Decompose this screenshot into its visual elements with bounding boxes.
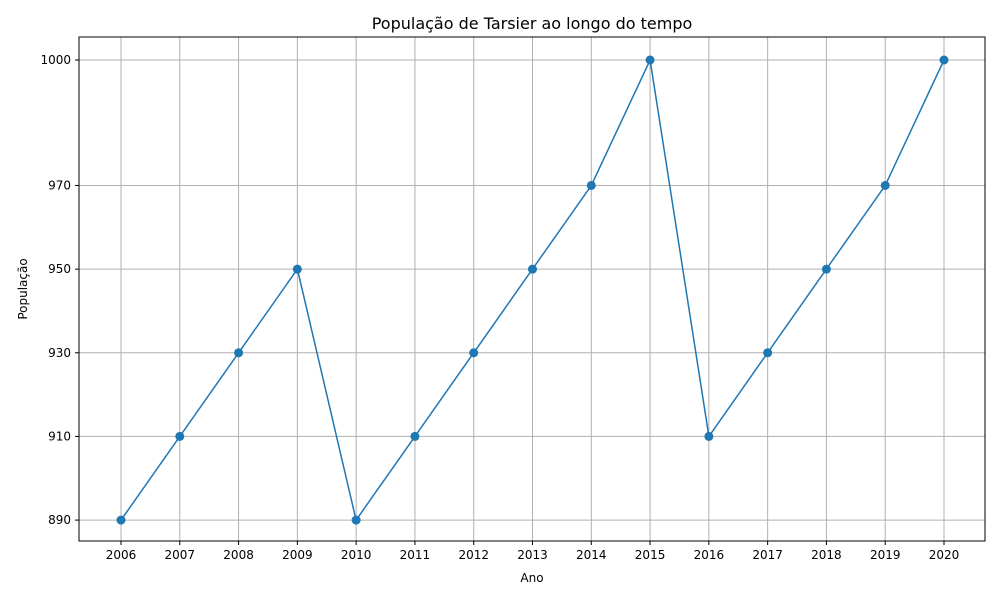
data-point [821, 264, 831, 274]
x-tick-label: 2016 [694, 548, 725, 562]
data-point [586, 180, 596, 190]
data-point [469, 348, 479, 358]
x-tick-label: 2017 [752, 548, 783, 562]
data-point [939, 55, 949, 65]
data-point [880, 180, 890, 190]
x-tick-label: 2013 [517, 548, 548, 562]
data-point [704, 431, 714, 441]
data-point [763, 348, 773, 358]
x-tick-label: 2015 [635, 548, 666, 562]
x-tick-label: 2018 [811, 548, 842, 562]
x-tick-label: 2020 [929, 548, 960, 562]
y-tick-label: 950 [48, 262, 71, 276]
data-point [234, 348, 244, 358]
y-tick-label: 930 [48, 346, 71, 360]
data-point [410, 431, 420, 441]
data-point [351, 515, 361, 525]
y-tick-label: 1000 [40, 53, 71, 67]
y-tick-label: 890 [48, 513, 71, 527]
grid [79, 37, 985, 541]
y-axis-label: População [16, 258, 30, 319]
chart-title: População de Tarsier ao longo do tempo [372, 14, 693, 33]
data-point [116, 515, 126, 525]
x-axis-label: Ano [520, 571, 543, 585]
x-tick-label: 2011 [400, 548, 431, 562]
data-point [175, 431, 185, 441]
x-tick-label: 2009 [282, 548, 313, 562]
x-tick-label: 2012 [458, 548, 489, 562]
x-tick-label: 2007 [165, 548, 196, 562]
x-tick-label: 2010 [341, 548, 372, 562]
y-tick-label: 970 [48, 178, 71, 192]
series-line-group [116, 55, 949, 525]
y-tick-label: 910 [48, 429, 71, 443]
x-tick-label: 2019 [870, 548, 901, 562]
x-tick-label: 2014 [576, 548, 607, 562]
data-point [645, 55, 655, 65]
x-tick-label: 2008 [223, 548, 254, 562]
data-point [528, 264, 537, 274]
axis-ticks: 2006 2007 2008 2009 2010 2011 2012 2013 2014 2015… [40, 53, 959, 562]
data-point [292, 264, 302, 274]
x-tick-label: 2006 [106, 548, 137, 562]
